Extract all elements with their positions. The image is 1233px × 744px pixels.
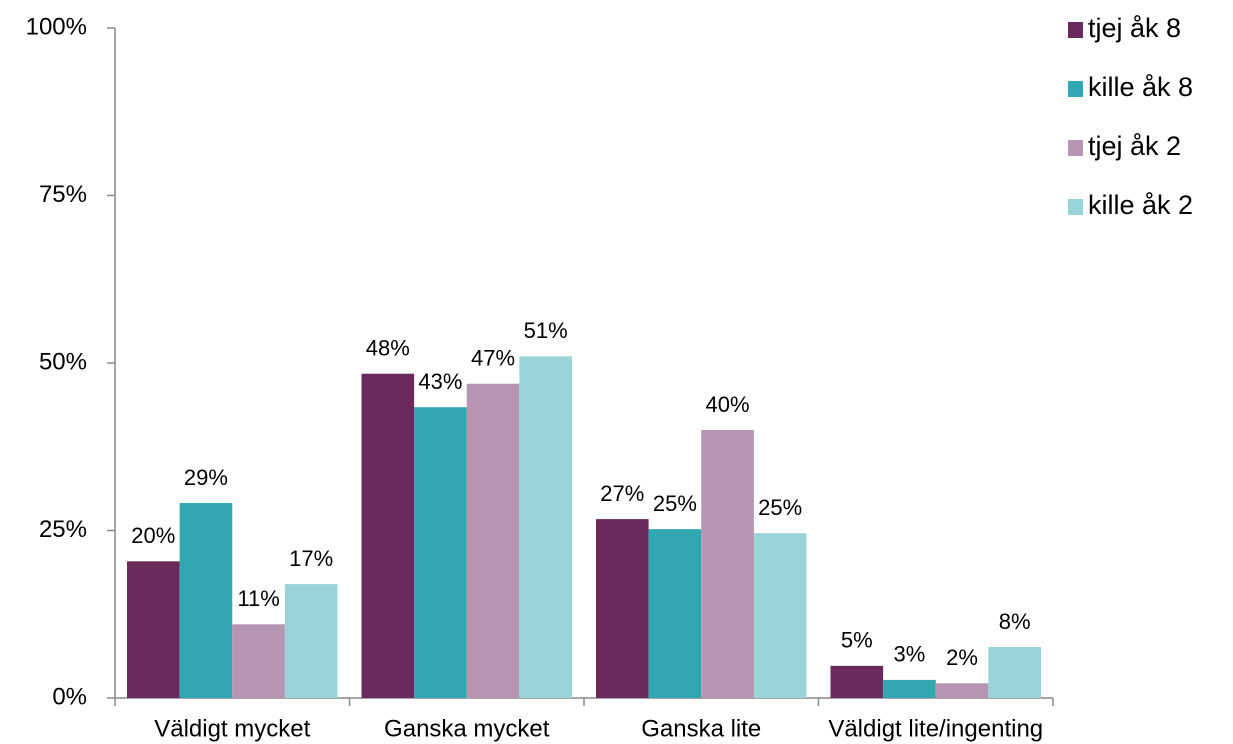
value-label: 25% — [758, 495, 802, 520]
bar — [883, 679, 936, 698]
bar — [466, 383, 520, 698]
y-tick-label: 0% — [52, 683, 87, 710]
value-label: 5% — [841, 628, 873, 653]
value-label: 40% — [706, 392, 750, 417]
bar — [414, 407, 467, 698]
x-tick-label: Väldigt mycket — [154, 715, 310, 742]
y-tick-label: 100% — [26, 13, 87, 40]
value-label: 43% — [418, 369, 462, 394]
legend-label: kille åk 8 — [1088, 72, 1193, 102]
bar — [648, 529, 702, 698]
bar — [701, 430, 754, 698]
y-tick-label: 25% — [39, 516, 87, 543]
value-label: 27% — [600, 481, 644, 506]
x-tick-label: Ganska mycket — [384, 715, 550, 742]
value-label: 3% — [894, 642, 926, 667]
value-label: 25% — [653, 491, 697, 516]
bar — [232, 624, 285, 698]
legend-label: tjej åk 8 — [1088, 13, 1181, 43]
bar — [179, 503, 233, 698]
legend-swatch — [1068, 199, 1083, 215]
bar — [127, 561, 180, 698]
value-label: 8% — [999, 609, 1031, 634]
bar — [284, 584, 338, 698]
legend-swatch — [1068, 81, 1083, 97]
bar — [361, 373, 415, 698]
value-label: 51% — [524, 318, 568, 343]
legend-swatch — [1068, 22, 1083, 38]
legend-label: tjej åk 2 — [1088, 131, 1181, 161]
bar — [988, 647, 1041, 698]
bar — [596, 519, 649, 698]
value-label: 29% — [184, 465, 228, 490]
value-label: 20% — [131, 523, 175, 548]
bar — [753, 533, 807, 698]
legend-label: kille åk 2 — [1088, 190, 1193, 220]
x-tick-label: Väldigt lite/ingenting — [828, 715, 1043, 742]
value-label: 47% — [471, 346, 515, 371]
y-tick-label: 50% — [39, 348, 87, 375]
bar — [935, 683, 989, 698]
bar — [519, 356, 572, 698]
bar — [830, 665, 884, 698]
value-label: 11% — [237, 586, 279, 611]
value-label: 2% — [946, 645, 978, 670]
value-label: 17% — [289, 546, 333, 571]
legend-swatch — [1068, 140, 1083, 156]
y-tick-label: 75% — [39, 181, 87, 208]
x-tick-label: Ganska lite — [641, 715, 761, 742]
value-label: 48% — [366, 336, 410, 361]
